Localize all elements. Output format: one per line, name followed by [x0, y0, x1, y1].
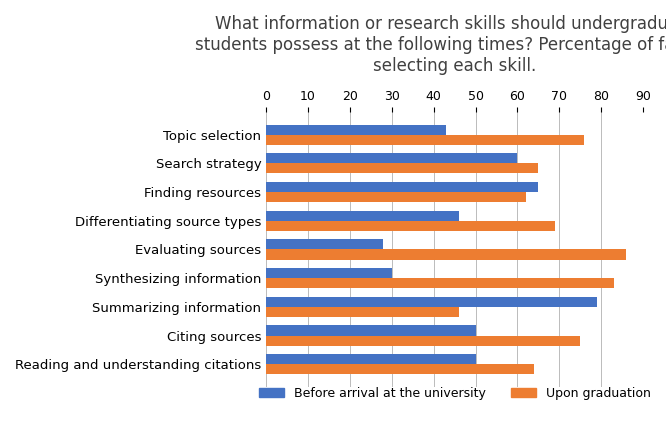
Bar [266, 364, 534, 374]
Title: What information or research skills should undergraduate
students possess at the: What information or research skills shou… [194, 15, 666, 75]
Bar [266, 135, 585, 145]
Bar [266, 354, 476, 364]
Bar [266, 211, 459, 221]
Bar [266, 154, 517, 163]
Bar [266, 182, 538, 192]
Bar [266, 278, 614, 288]
Bar [266, 297, 597, 307]
Bar [266, 268, 392, 278]
Bar [266, 125, 446, 135]
Legend: Before arrival at the university, Upon graduation: Before arrival at the university, Upon g… [254, 382, 655, 405]
Bar [266, 192, 525, 202]
Bar [266, 307, 459, 317]
Bar [266, 221, 555, 231]
Bar [266, 336, 580, 345]
Bar [266, 163, 538, 174]
Bar [266, 250, 626, 260]
Bar [266, 239, 384, 250]
Bar [266, 325, 476, 336]
